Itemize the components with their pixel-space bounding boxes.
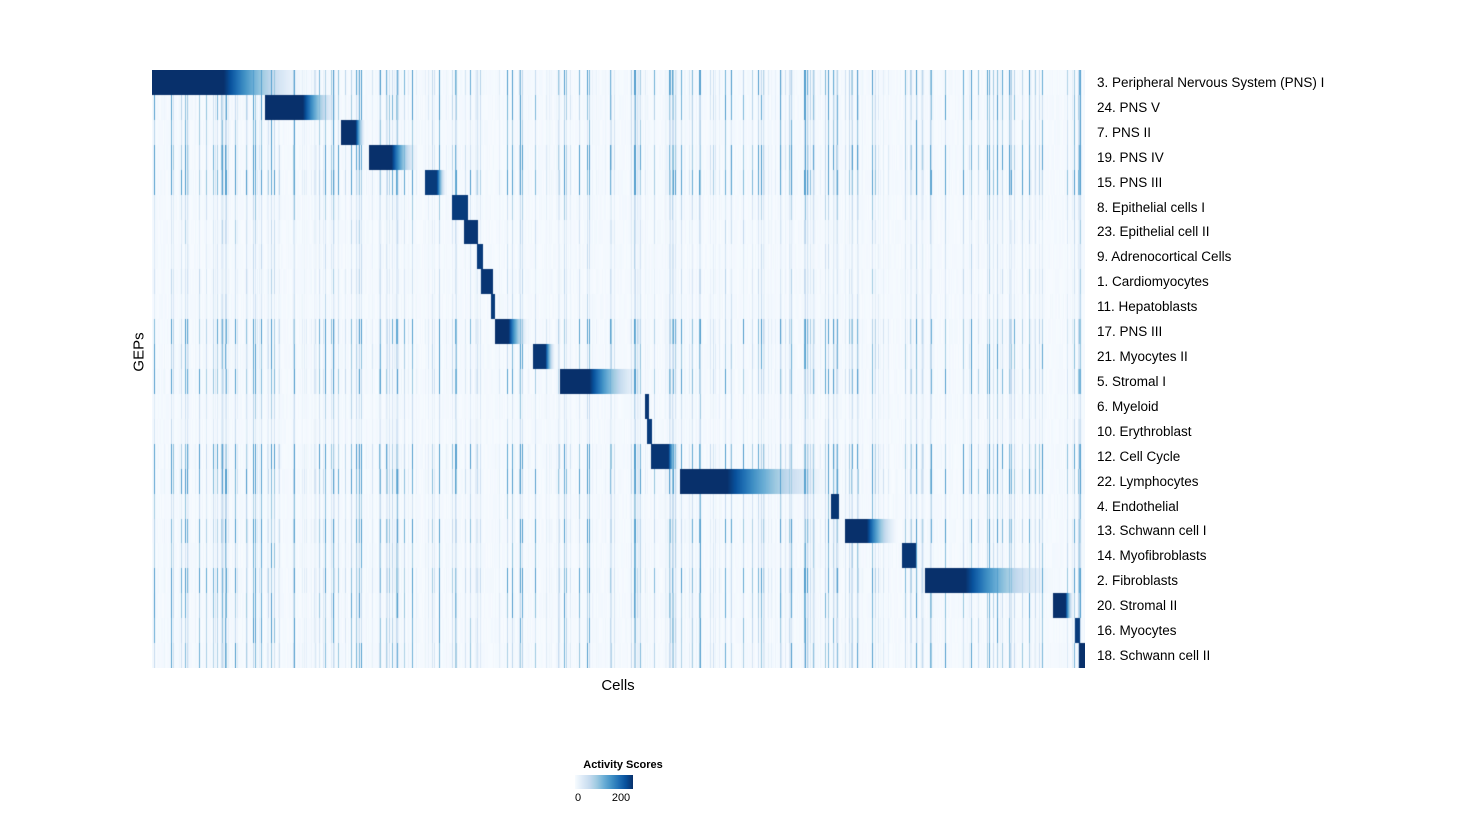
row-label: 7. PNS II <box>1097 124 1152 140</box>
row-label: 1. Cardiomyocytes <box>1097 274 1209 290</box>
legend-bar-wrap: 0 200 <box>575 775 633 804</box>
row-label: 24. PNS V <box>1097 99 1161 115</box>
row-label: 15. PNS III <box>1097 174 1163 190</box>
heatmap-canvas <box>152 70 1085 668</box>
row-label: 14. Myofibroblasts <box>1097 548 1207 564</box>
row-label: 4. Endothelial <box>1097 498 1179 514</box>
row-label: 9. Adrenocortical Cells <box>1097 249 1232 265</box>
row-label: 19. PNS IV <box>1097 149 1164 165</box>
row-label: 16. Myocytes <box>1097 623 1177 639</box>
legend-tick-max: 200 <box>611 792 631 804</box>
row-label: 20. Stromal II <box>1097 598 1178 614</box>
row-label: 2. Fibroblasts <box>1097 573 1179 589</box>
row-label: 17. PNS III <box>1097 324 1163 340</box>
y-axis-label: GEPs <box>130 332 148 372</box>
row-labels: 3. Peripheral Nervous System (PNS) I 24. … <box>1097 70 1452 668</box>
row-label: 23. Epithelial cell II <box>1097 224 1210 240</box>
legend-tick-min: 0 <box>574 792 582 804</box>
row-label: 12. Cell Cycle <box>1097 448 1181 464</box>
row-label: 6. Myeloid <box>1097 398 1159 414</box>
row-label: 5. Stromal I <box>1097 373 1167 389</box>
row-label: 22. Lymphocytes <box>1097 473 1199 489</box>
row-label: 13. Schwann cell I <box>1097 523 1207 539</box>
x-axis-label: Cells <box>601 677 635 694</box>
row-label: 11. Hepatoblasts <box>1097 299 1198 315</box>
row-label: 21. Myocytes II <box>1097 349 1188 365</box>
legend-title: Activity Scores <box>583 759 663 771</box>
row-label: 8. Epithelial cells I <box>1097 199 1206 215</box>
row-label: 18. Schwann cell II <box>1097 648 1211 664</box>
legend: Activity Scores 0 200 <box>570 759 676 804</box>
row-label: 3. Peripheral Nervous System (PNS) I <box>1097 74 1325 90</box>
legend-gradient-bar <box>575 775 633 789</box>
row-label: 10. Erythroblast <box>1097 423 1192 439</box>
